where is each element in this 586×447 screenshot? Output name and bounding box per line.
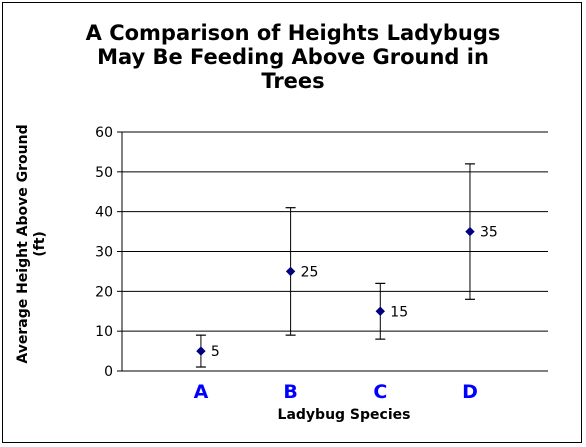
y-tick-label: 20	[95, 284, 113, 300]
data-point	[375, 306, 385, 316]
y-tick-label: 0	[104, 364, 113, 380]
x-category-label: A	[194, 381, 209, 403]
x-axis-label: Ladybug Species	[277, 407, 411, 423]
chart-frame	[2, 2, 582, 443]
y-tick-label: 60	[95, 125, 113, 141]
chart-title-line-3: Trees	[261, 69, 325, 93]
x-category-label: C	[373, 381, 387, 403]
x-category-label: D	[462, 381, 478, 403]
data-label: 5	[211, 344, 220, 360]
chart-title-line-2: May Be Feeding Above Ground in	[97, 45, 489, 69]
data-label: 25	[301, 264, 319, 280]
y-tick-label: 40	[95, 205, 113, 221]
y-tick-label: 30	[95, 245, 113, 261]
y-tick-label: 50	[95, 165, 113, 181]
data-point	[465, 226, 475, 237]
data-point	[196, 346, 206, 356]
data-point	[285, 266, 296, 277]
chart-title: A Comparison of Heights Ladybugs May Be …	[20, 21, 566, 93]
data-label: 35	[480, 225, 498, 241]
chart-title-line-1: A Comparison of Heights Ladybugs	[85, 21, 501, 45]
y-tick-label: 10	[95, 324, 113, 340]
data-label: 15	[390, 304, 408, 320]
x-category-label: B	[283, 381, 297, 403]
